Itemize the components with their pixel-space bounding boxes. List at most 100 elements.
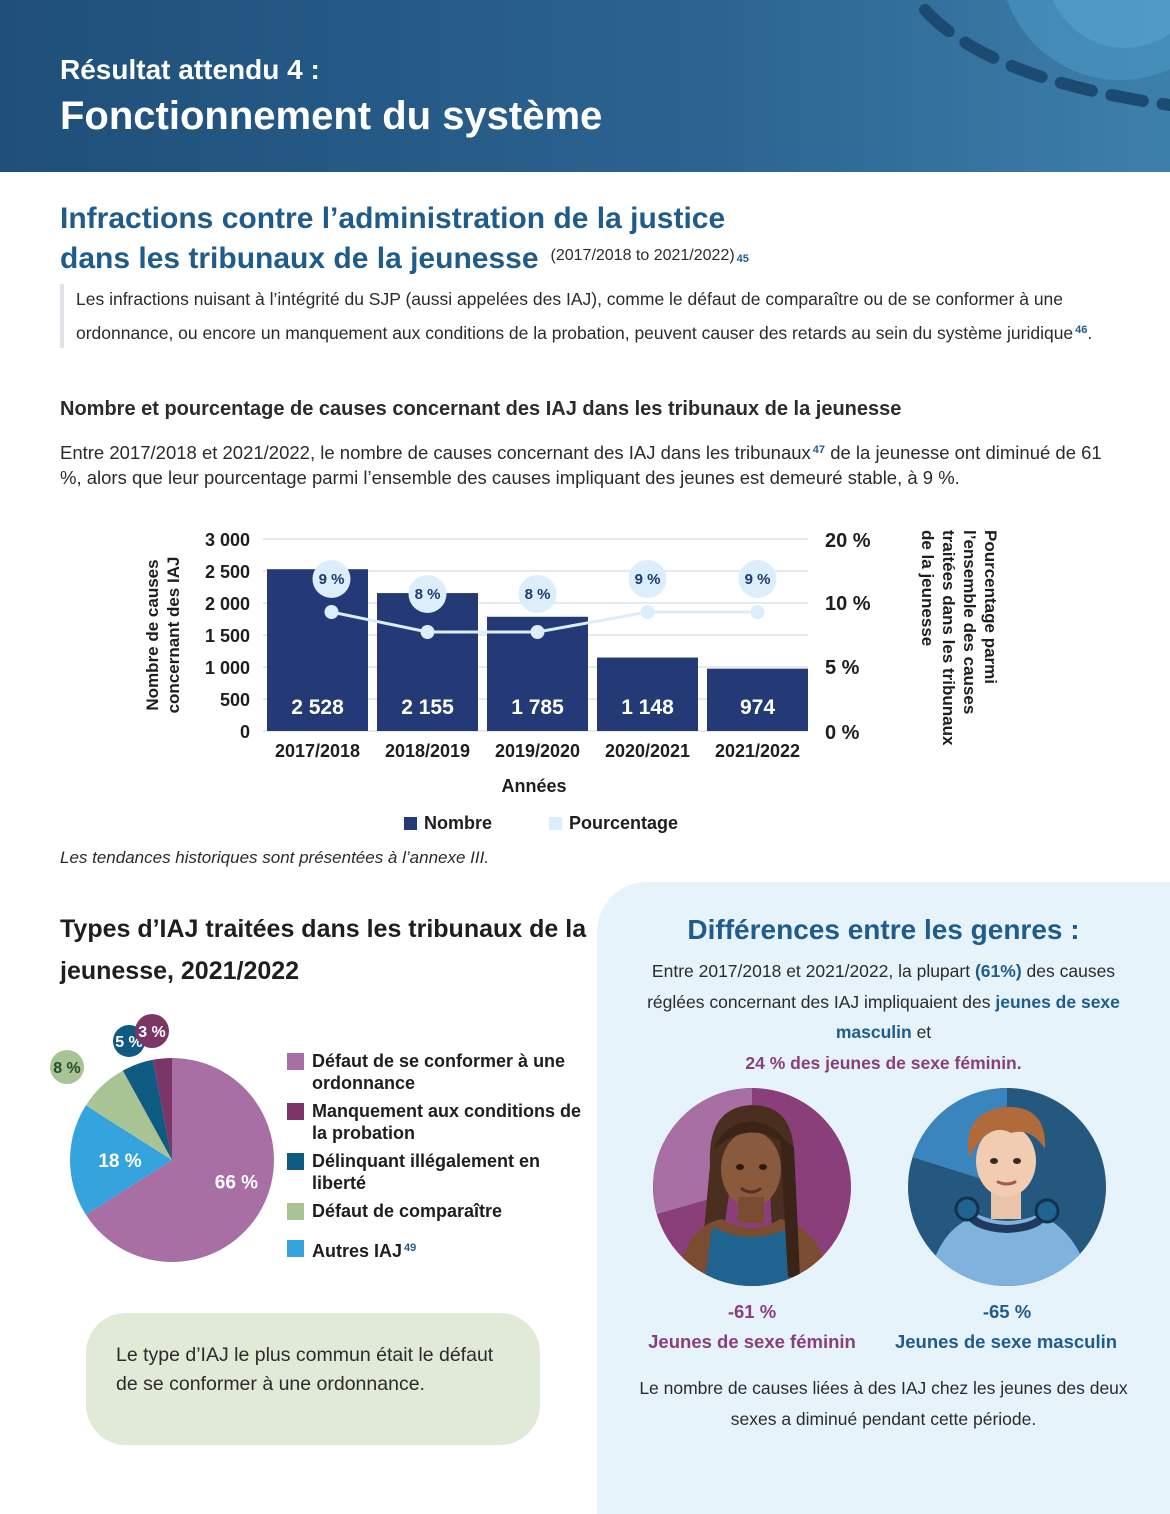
gender-text-a: Entre 2017/2018 et 2021/2022, la plupart [651,961,971,981]
legend-swatch-nombre [404,817,417,830]
gender-footnote: Le nombre de causes liées à des IAJ chez… [639,1378,1128,1429]
x-tick-label: 2020/2021 [605,741,690,761]
pie-callout-bubble [135,1014,169,1048]
legend-swatch [287,1203,304,1220]
percentage-point [420,625,435,639]
bar-value-label: 2 528 [291,696,344,719]
bar [377,593,478,731]
percentage-label: 9 % [319,571,345,588]
female-decrease-pct: -61 % [632,1301,872,1323]
pie-slice [122,1059,172,1160]
legend-label: Défaut de comparaître [312,1201,503,1221]
male-decrease-pct: -65 % [887,1301,1127,1323]
section-period: (2017/2018 to 2021/2022) [550,247,735,264]
y-left-axis-title-line: Nombre de causes [143,559,162,710]
female-label-text: Jeunes de sexe féminin [648,1331,856,1352]
legend-label: Défaut de se conformer à une ordonnance [312,1051,566,1093]
y-left-tick-label: 1 000 [205,658,250,678]
y-right-axis-title-line: l’ensemble des causes [960,530,979,714]
x-tick-label: 2021/2022 [715,741,800,761]
bar-value-label: 974 [740,696,775,719]
section-title-line1: Infractions contre l’administration de l… [60,202,726,235]
x-tick-label: 2019/2020 [495,741,580,761]
gender-text: Entre 2017/2018 et 2021/2022, la plupart… [627,956,1140,1078]
percentage-label: 9 % [635,571,661,588]
header-title: Fonctionnement du système [60,94,603,138]
types-title: Types d’IAJ traitées dans les tribunaux … [60,915,587,985]
female-label: Jeunes de sexe féminin [627,1331,877,1353]
chart-intro-ref: 47 [812,444,826,456]
bar [597,657,698,731]
y-left-axis-title-line: concernant des IAJ [164,557,183,714]
percentage-bubble [628,560,667,598]
gender-panel: Différences entre les genres : Entre 201… [597,882,1170,1514]
bar [707,668,808,731]
percentage-point [640,605,655,619]
pie-slice [70,1105,172,1215]
percentage-label: 9 % [745,571,771,588]
gender-text-e: et [916,1022,932,1042]
chart-intro: Entre 2017/2018 et 2021/2022, le nombre … [60,438,1110,490]
legend-label: Autres IAJ [312,1241,403,1261]
y-right-axis-title-line: Pourcentage parmi [981,530,1000,684]
percentage-label: 8 % [415,586,441,603]
percentage-point [750,605,765,619]
legend-swatch [287,1240,304,1257]
legend-swatch [287,1053,304,1070]
legend-item-defaut-conformer: Défaut de se conformer à une ordonnance [287,1050,597,1100]
y-left-tick-label: 3 000 [205,530,250,550]
section-title: Infractions contre l’administration de l… [60,200,960,278]
percentage-point [324,605,339,619]
pie-callout-bubble [50,1050,84,1084]
intro-quote-end: . [1087,322,1093,343]
gender-text-d: jeunes de sexe masculin [835,991,1120,1043]
legend-label: Manquement aux conditions de la probatio… [312,1101,582,1143]
y-left-axis-title: Nombre de causes concernant des IAJ [143,557,183,714]
legend-item-autres-iaj: Autres IAJ 49 [287,1237,597,1265]
cases-bar-line-chart: 0 500 1 000 1 500 2 000 2 500 3 000 0 % 5 % 10 % 2… [143,530,1000,833]
iaj-types-pie-chart: 66 % 18 % 8 % 5 %3 % [50,1014,274,1262]
percentage-bubble [312,560,351,598]
header-decoration [919,0,1170,111]
pie-slice [152,1058,172,1160]
x-tick-label: 2018/2019 [385,741,470,761]
chart-intro-a: Entre 2017/2018 et 2021/2022, le nombre … [60,442,811,463]
x-axis-title: Années [501,776,566,796]
y-left-tick-label: 2 000 [205,594,250,614]
section-period-ref: 45 [736,253,749,265]
male-decrease-pct-value: -65 % [982,1301,1032,1322]
y-left-tick-label: 0 [240,722,250,742]
gender-title: Différences entre les genres : [687,914,1080,945]
legend-label-nombre: Nombre [424,813,492,833]
pie-slice [85,1058,274,1262]
male-youth-avatar [908,1088,1106,1286]
pie-slice [85,1070,172,1160]
page-header: Résultat attendu 4 : Fonctionnement du s… [0,0,1170,172]
pie-slice-label: 3 % [138,1024,166,1041]
percentage-bubble [738,560,777,598]
section-title-line2-text: dans les tribunaux de la jeunesse [60,242,539,275]
legend-swatch [287,1153,304,1170]
percentage-point [530,625,545,639]
y-right-tick-label: 10 % [825,593,871,615]
y-right-tick-label: 20 % [825,530,871,552]
pie-slice-label: 8 % [53,1060,81,1077]
y-left-tick-label: 500 [220,690,250,710]
chart-note: Les tendances historiques sont présentée… [60,848,490,867]
legend-swatch-pourcentage [549,817,562,830]
intro-quote-text: Les infractions nuisant à l’intégrité du… [76,289,1074,343]
percentage-label: 8 % [525,586,551,603]
percentage-bubble [408,575,447,613]
bar [267,569,368,731]
legend-item-manquement-probation: Manquement aux conditions de la probatio… [287,1100,597,1150]
bar-value-label: 1 148 [621,696,674,719]
gender-text-b: (61%) [974,961,1022,981]
section-title-line2: dans les tribunaux de la jeunesse (2017/2… [60,237,960,278]
y-right-axis-title-line: de la jeunesse [918,530,937,646]
legend-item-delinquant-liberte: Délinquant illégalement en liberté [287,1150,597,1200]
pie-slice-label: 66 % [215,1173,258,1194]
legend-swatch [287,1103,304,1120]
x-tick-label: 2017/2018 [275,741,360,761]
y-right-tick-label: 0 % [825,722,860,744]
y-right-axis-title: Pourcentage parmil’ensemble des causestr… [918,530,1000,746]
